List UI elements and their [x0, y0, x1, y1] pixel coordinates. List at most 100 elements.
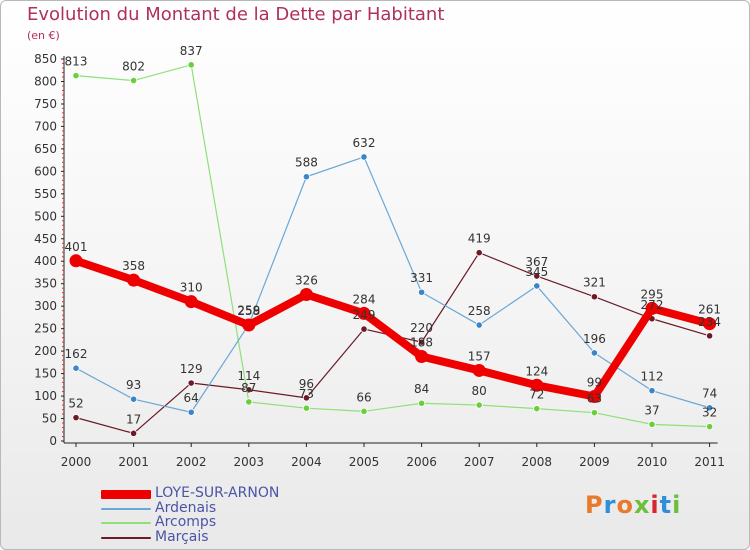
- series-line: [75, 156, 711, 413]
- data-label: 249: [353, 308, 376, 322]
- x-tick-label: 2004: [291, 455, 322, 469]
- data-point: [472, 363, 486, 377]
- data-point: [72, 364, 80, 372]
- logo-letter: r: [603, 491, 617, 519]
- data-point: [127, 273, 141, 287]
- data-label: 37: [644, 403, 659, 417]
- logo-letter: o: [616, 491, 634, 519]
- y-tick-label: 400: [34, 254, 57, 268]
- x-tick-label: 2009: [579, 455, 610, 469]
- x-tick-label: 2006: [406, 455, 437, 469]
- x-tick-label: 2002: [176, 455, 207, 469]
- y-tick-label: 750: [34, 97, 57, 111]
- data-label: 837: [180, 44, 203, 58]
- series-ardenais: [72, 153, 714, 416]
- x-tick-label: 2000: [61, 455, 92, 469]
- data-point: [705, 404, 714, 412]
- y-tick-label: 200: [34, 344, 57, 358]
- y-tick-label: 150: [34, 367, 57, 381]
- data-label: 32: [702, 406, 717, 420]
- data-point: [299, 287, 313, 301]
- data-point: [705, 332, 714, 340]
- x-tick-label: 2011: [694, 455, 725, 469]
- data-point: [72, 72, 80, 80]
- data-point: [302, 173, 310, 181]
- data-label: 802: [122, 60, 145, 74]
- data-label: 813: [65, 55, 88, 69]
- data-label: 284: [353, 292, 376, 306]
- x-tick-label: 2003: [234, 455, 265, 469]
- data-point: [360, 407, 368, 415]
- data-label: 401: [65, 240, 88, 254]
- data-point: [417, 399, 426, 407]
- data-label: 310: [180, 281, 203, 295]
- chart-title: Evolution du Montant de la Dette par Hab…: [27, 4, 445, 25]
- logo-letter: i: [650, 491, 660, 519]
- data-point: [475, 249, 483, 257]
- y-tick-label: 350: [34, 277, 57, 291]
- data-label: 345: [525, 265, 548, 279]
- series-layer: [69, 61, 717, 437]
- data-label: 272: [641, 298, 664, 312]
- legend-label: LOYE-SUR-ARNON: [155, 485, 280, 501]
- data-point: [72, 414, 80, 422]
- data-label: 220: [410, 321, 433, 335]
- data-point: [590, 349, 599, 357]
- data-point: [703, 317, 717, 331]
- data-label: 259: [237, 304, 260, 318]
- series-line: [75, 252, 711, 434]
- data-label: 73: [299, 387, 314, 401]
- legend-swatch: [101, 489, 151, 499]
- y-tick-label: 500: [34, 209, 57, 223]
- data-point: [533, 272, 541, 280]
- data-label: 258: [468, 304, 491, 318]
- data-point: [417, 288, 426, 296]
- data-point: [645, 301, 659, 315]
- y-tick-label: 550: [34, 187, 57, 201]
- axes: 0 50 100 150 200 250 300 350 400 450 500 550 600 650 7…: [34, 52, 725, 469]
- data-point: [245, 398, 253, 406]
- data-label: 124: [525, 364, 548, 378]
- data-point: [130, 395, 138, 403]
- data-point: [533, 282, 541, 290]
- y-tick-label: 850: [34, 52, 57, 66]
- data-label: 367: [525, 255, 548, 269]
- data-label: 632: [353, 136, 376, 150]
- data-label: 157: [468, 349, 491, 363]
- proxiti-logo: Proxiti: [585, 491, 681, 519]
- data-point: [533, 405, 541, 413]
- data-label: 99: [587, 376, 602, 390]
- legend-label: Arcomps: [155, 514, 217, 530]
- data-label: 326: [295, 273, 318, 287]
- data-point: [590, 409, 599, 417]
- data-label: 129: [180, 362, 203, 376]
- series-mar-ais: [72, 249, 714, 437]
- data-point: [187, 61, 195, 69]
- data-label: 80: [472, 384, 487, 398]
- y-tick-label: 300: [34, 299, 57, 313]
- data-label: 196: [583, 332, 606, 346]
- logo-letter: P: [585, 491, 604, 519]
- logo-letter: x: [633, 491, 651, 519]
- legend-swatch: [101, 507, 151, 510]
- data-point: [530, 378, 544, 392]
- series-line: [75, 64, 711, 428]
- data-point: [130, 429, 138, 437]
- y-tick-label: 100: [34, 389, 57, 403]
- series-loye-sur-arnon: [69, 254, 717, 404]
- data-label: 114: [237, 369, 260, 383]
- legend-swatch: [101, 536, 151, 539]
- data-label: 295: [641, 287, 664, 301]
- x-tick-label: 2005: [349, 455, 380, 469]
- y-tick-label: 600: [34, 164, 57, 178]
- data-point: [417, 338, 426, 346]
- data-point: [187, 408, 195, 416]
- chart-subtitle: (en €): [27, 29, 60, 42]
- data-point: [360, 153, 368, 161]
- data-point: [475, 401, 483, 409]
- data-point: [242, 318, 256, 332]
- y-tick-label: 650: [34, 142, 57, 156]
- legend-label: Marçais: [155, 528, 209, 545]
